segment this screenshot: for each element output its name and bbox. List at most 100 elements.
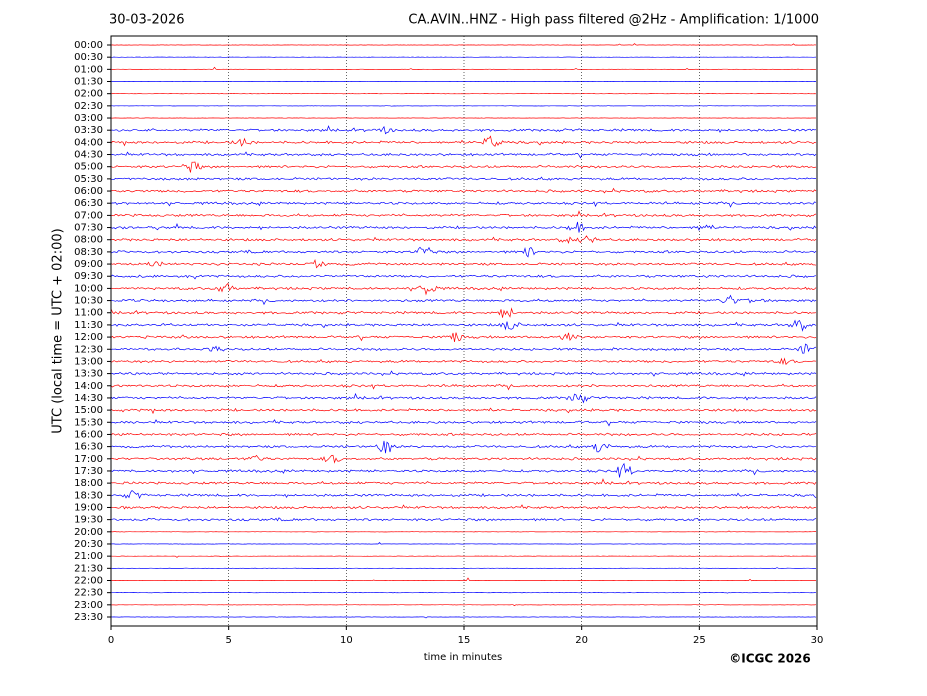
trace	[110, 517, 817, 522]
trace	[110, 66, 817, 70]
y-tick-label: 20:30	[74, 539, 103, 550]
trace	[110, 258, 817, 269]
trace	[110, 567, 817, 569]
trace	[110, 454, 817, 464]
y-tick-label: 07:30	[74, 223, 103, 234]
y-tick-label: 03:00	[74, 113, 103, 124]
trace	[110, 370, 817, 377]
x-tick-label: 25	[693, 635, 706, 646]
y-tick-label: 19:30	[74, 515, 103, 526]
x-tick-label: 15	[458, 635, 471, 646]
y-tick-label: 16:00	[74, 429, 103, 440]
y-tick-label: 11:30	[74, 320, 103, 331]
y-tick-label: 15:30	[74, 417, 103, 428]
y-tick-label: 10:30	[74, 296, 103, 307]
y-tick-label: 00:30	[74, 52, 103, 63]
y-tick-label: 09:30	[74, 271, 103, 282]
y-tick-label: 13:00	[74, 356, 103, 367]
trace	[110, 294, 817, 306]
trace	[110, 307, 817, 318]
y-tick-label: 12:30	[74, 344, 103, 355]
trace	[110, 187, 817, 194]
trace	[110, 392, 817, 404]
trace	[110, 43, 817, 46]
trace	[110, 577, 817, 582]
y-tick-label: 09:00	[74, 259, 103, 270]
x-tick-label: 20	[575, 635, 588, 646]
y-tick-label: 06:00	[74, 186, 103, 197]
y-tick-label: 05:30	[74, 174, 103, 185]
x-tick-label: 5	[225, 635, 231, 646]
y-tick-label: 01:00	[74, 64, 103, 75]
x-tick-label: 30	[811, 635, 824, 646]
traces	[110, 43, 817, 619]
y-tick-label: 04:00	[74, 137, 103, 148]
y-tick-label: 03:30	[74, 125, 103, 136]
trace	[110, 176, 816, 181]
trace	[110, 504, 817, 510]
trace	[110, 151, 817, 159]
trace	[110, 221, 817, 233]
trace	[110, 210, 817, 218]
trace	[110, 462, 817, 478]
trace	[110, 530, 816, 533]
y-tick-label: 18:00	[74, 478, 103, 489]
trace	[110, 274, 817, 280]
trace	[110, 319, 817, 332]
y-tick-label: 17:30	[74, 466, 103, 477]
chart-title: CA.AVIN..HNZ - High pass filtered @2Hz -…	[408, 13, 819, 28]
trace	[110, 343, 817, 354]
trace	[110, 235, 817, 244]
y-tick-label: 14:30	[74, 393, 103, 404]
y-tick-label: 00:00	[74, 40, 103, 51]
y-tick-label: 23:00	[74, 600, 103, 611]
trace	[110, 383, 817, 391]
y-tick-label: 22:00	[74, 575, 103, 586]
y-tick-label: 22:30	[74, 588, 103, 599]
y-tick-label: 08:30	[74, 247, 103, 258]
y-tick-label: 11:00	[74, 308, 103, 319]
date: 30-03-2026	[109, 13, 185, 28]
trace	[110, 541, 816, 545]
trace	[110, 407, 817, 415]
y-tick-label: 20:00	[74, 527, 103, 538]
y-tick-label: 10:00	[74, 283, 103, 294]
y-tick-label: 23:30	[74, 612, 103, 623]
y-tick-label: 07:00	[74, 210, 103, 221]
trace	[110, 125, 817, 135]
y-tick-label: 04:30	[74, 150, 103, 161]
trace	[110, 604, 817, 607]
y-tick-label: 21:00	[74, 551, 103, 562]
y-tick-label: 16:30	[74, 442, 103, 453]
y-tick-label: 15:00	[74, 405, 103, 416]
trace	[110, 440, 816, 454]
y-tick-label: 06:30	[74, 198, 103, 209]
trace	[110, 282, 817, 296]
y-tick-label: 17:00	[74, 454, 103, 465]
y-tick-label: 12:00	[74, 332, 103, 343]
trace	[110, 616, 817, 619]
y-tick-label: 01:30	[74, 77, 103, 88]
y-tick-label: 19:00	[74, 502, 103, 513]
trace	[110, 555, 816, 558]
y-tick-label: 14:00	[74, 381, 103, 392]
trace	[110, 419, 817, 427]
y-tick-label: 08:00	[74, 235, 103, 246]
x-axis-label: time in minutes	[424, 652, 503, 663]
trace	[110, 161, 817, 173]
y-tick-label: 02:00	[74, 89, 103, 100]
y-tick-label: 05:00	[74, 162, 103, 173]
y-tick-label: 13:30	[74, 369, 103, 380]
trace	[110, 432, 817, 437]
trace	[110, 201, 817, 208]
y-axis-label: UTC (local time = UTC + 02:00)	[51, 228, 66, 433]
trace	[110, 490, 817, 500]
trace	[110, 105, 817, 107]
x-tick-label: 10	[340, 635, 353, 646]
trace	[110, 135, 817, 147]
trace	[110, 332, 817, 343]
trace	[110, 478, 817, 486]
trace	[110, 357, 817, 366]
y-tick-label: 18:30	[74, 490, 103, 501]
